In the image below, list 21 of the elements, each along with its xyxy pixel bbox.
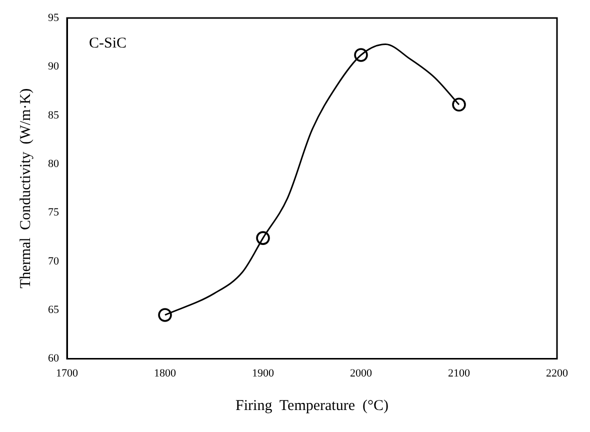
x-tick-label: 2100 <box>448 367 470 380</box>
x-tick-label: 1700 <box>56 367 78 380</box>
x-tick-label: 1800 <box>154 367 176 380</box>
point <box>158 308 172 322</box>
y-tick-label: 65 <box>48 304 60 316</box>
y-tick-label: 85 <box>48 109 60 122</box>
y-tick-label: 95 <box>48 12 60 24</box>
annotation: C-SiC <box>89 35 127 52</box>
y-axis-title: Thermal Conductivity (W/m·K) <box>18 88 34 288</box>
y-tick-label: 60 <box>48 352 60 365</box>
x-tick-label: 1900 <box>252 367 274 380</box>
point <box>256 231 270 245</box>
point <box>452 98 466 112</box>
y-tick-label: 75 <box>48 206 60 219</box>
y-tick-label: 80 <box>48 158 60 170</box>
y-tick-label: 90 <box>48 60 60 73</box>
x-tick-label: 2200 <box>546 367 568 380</box>
x-tick-label: 2000 <box>350 367 372 380</box>
point <box>354 48 368 62</box>
y-tick-label: 70 <box>48 255 60 268</box>
x-axis-title: Firing Temperature (°C) <box>236 398 388 414</box>
